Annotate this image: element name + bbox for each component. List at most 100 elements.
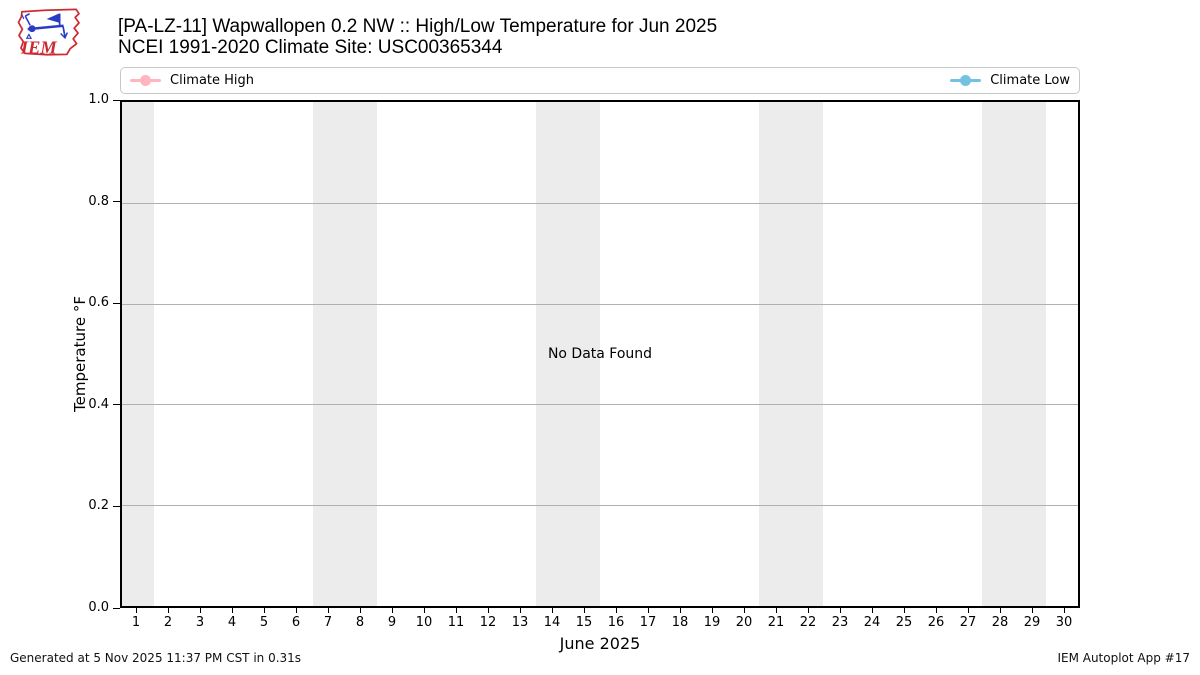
iowa-outline-icon: [17, 8, 80, 56]
x-tick-label: 2: [163, 615, 173, 630]
y-tick-mark: [113, 404, 120, 406]
x-tick-label: 19: [703, 615, 721, 630]
x-tick-label: 23: [831, 615, 849, 630]
x-tick-mark: [743, 608, 745, 613]
x-tick-mark: [615, 608, 617, 613]
x-tick-mark: [903, 608, 905, 613]
x-tick-mark: [295, 608, 297, 613]
x-tick-label: 14: [543, 615, 561, 630]
x-tick-label: 26: [927, 615, 945, 630]
gridline: [122, 202, 1078, 204]
chart-subtitle: NCEI 1991-2020 Climate Site: USC00365344: [118, 37, 503, 58]
x-tick-label: 13: [511, 615, 529, 630]
x-tick-label: 15: [575, 615, 593, 630]
weekend-band: [536, 102, 600, 606]
x-tick-label: 12: [479, 615, 497, 630]
x-tick-label: 28: [991, 615, 1009, 630]
climate-low-marker-icon: [950, 75, 982, 86]
legend-label-climate-low: Climate Low: [990, 73, 1070, 88]
x-tick-mark: [455, 608, 457, 613]
x-tick-label: 4: [227, 615, 237, 630]
x-tick-label: 8: [355, 615, 365, 630]
legend-item-climate-high: Climate High: [130, 73, 254, 88]
footer-generated-at: Generated at 5 Nov 2025 11:37 PM CST in …: [10, 651, 302, 665]
x-tick-mark: [391, 608, 393, 613]
y-tick-label: 1.0: [88, 92, 109, 107]
x-tick-mark: [423, 608, 425, 613]
x-tick-mark: [967, 608, 969, 613]
x-tick-mark: [583, 608, 585, 613]
x-tick-mark: [1063, 608, 1065, 613]
x-tick-label: 29: [1023, 615, 1041, 630]
legend-label-climate-high: Climate High: [170, 73, 255, 88]
y-axis-label: Temperature °F: [71, 296, 89, 412]
legend-item-climate-low: Climate Low: [950, 73, 1070, 88]
x-tick-mark: [679, 608, 681, 613]
x-tick-mark: [647, 608, 649, 613]
legend: Climate High Climate Low: [120, 67, 1080, 94]
y-tick-label: 0.2: [88, 498, 109, 514]
x-tick-label: 27: [959, 615, 977, 630]
x-tick-label: 9: [387, 615, 397, 630]
y-tick-mark: [113, 99, 120, 101]
gridline: [122, 303, 1078, 305]
x-tick-mark: [199, 608, 201, 613]
chart-title: [PA-LZ-11] Wapwallopen 0.2 NW :: High/Lo…: [118, 16, 718, 37]
x-tick-label: 21: [767, 615, 785, 630]
x-tick-label: 20: [735, 615, 753, 630]
x-tick-label: 1: [131, 615, 141, 630]
x-tick-label: 11: [447, 615, 465, 630]
y-tick-label: 0.0: [88, 600, 109, 615]
footer-app-id: IEM Autoplot App #17: [1057, 651, 1190, 665]
y-tick-label: 0.4: [88, 396, 109, 412]
x-tick-mark: [839, 608, 841, 613]
x-tick-mark: [167, 608, 169, 613]
x-tick-mark: [519, 608, 521, 613]
plot-area: No Data Found: [120, 100, 1080, 608]
x-tick-mark: [871, 608, 873, 613]
x-tick-mark: [807, 608, 809, 613]
x-tick-label: 22: [799, 615, 817, 630]
no-data-message: No Data Found: [547, 346, 653, 362]
y-tick-label: 0.8: [88, 193, 109, 209]
x-tick-mark: [999, 608, 1001, 613]
x-tick-label: 17: [639, 615, 657, 630]
x-tick-mark: [487, 608, 489, 613]
weekend-band: [313, 102, 377, 606]
x-tick-mark: [551, 608, 553, 613]
iem-logo-icon: IEM: [17, 8, 80, 57]
x-tick-mark: [231, 608, 233, 613]
x-tick-label: 10: [415, 615, 433, 630]
gridline: [122, 404, 1078, 406]
x-axis-label: June 2025: [559, 634, 641, 653]
iem-logo-text: IEM: [20, 37, 57, 57]
x-tick-mark: [775, 608, 777, 613]
x-tick-mark: [327, 608, 329, 613]
weekend-band: [122, 102, 154, 606]
y-tick-mark: [113, 201, 120, 203]
x-tick-mark: [711, 608, 713, 613]
x-tick-label: 25: [895, 615, 913, 630]
x-tick-mark: [1031, 608, 1033, 613]
y-tick-mark: [113, 505, 120, 507]
x-tick-label: 30: [1055, 615, 1073, 630]
x-tick-mark: [935, 608, 937, 613]
x-tick-mark: [359, 608, 361, 613]
x-tick-label: 6: [291, 615, 301, 630]
x-tick-label: 7: [323, 615, 333, 630]
weekend-band: [982, 102, 1047, 606]
x-tick-label: 18: [671, 615, 689, 630]
y-tick-label: 0.6: [88, 295, 109, 311]
x-tick-label: 3: [195, 615, 205, 630]
y-tick-mark: [113, 607, 120, 609]
x-tick-label: 16: [607, 615, 625, 630]
x-tick-label: 5: [259, 615, 269, 630]
x-tick-mark: [263, 608, 265, 613]
x-tick-label: 24: [863, 615, 881, 630]
gridline: [122, 505, 1078, 507]
weekend-band: [759, 102, 824, 606]
x-tick-mark: [135, 608, 137, 613]
weather-station-icon: [21, 13, 69, 40]
climate-high-marker-icon: [130, 75, 161, 86]
